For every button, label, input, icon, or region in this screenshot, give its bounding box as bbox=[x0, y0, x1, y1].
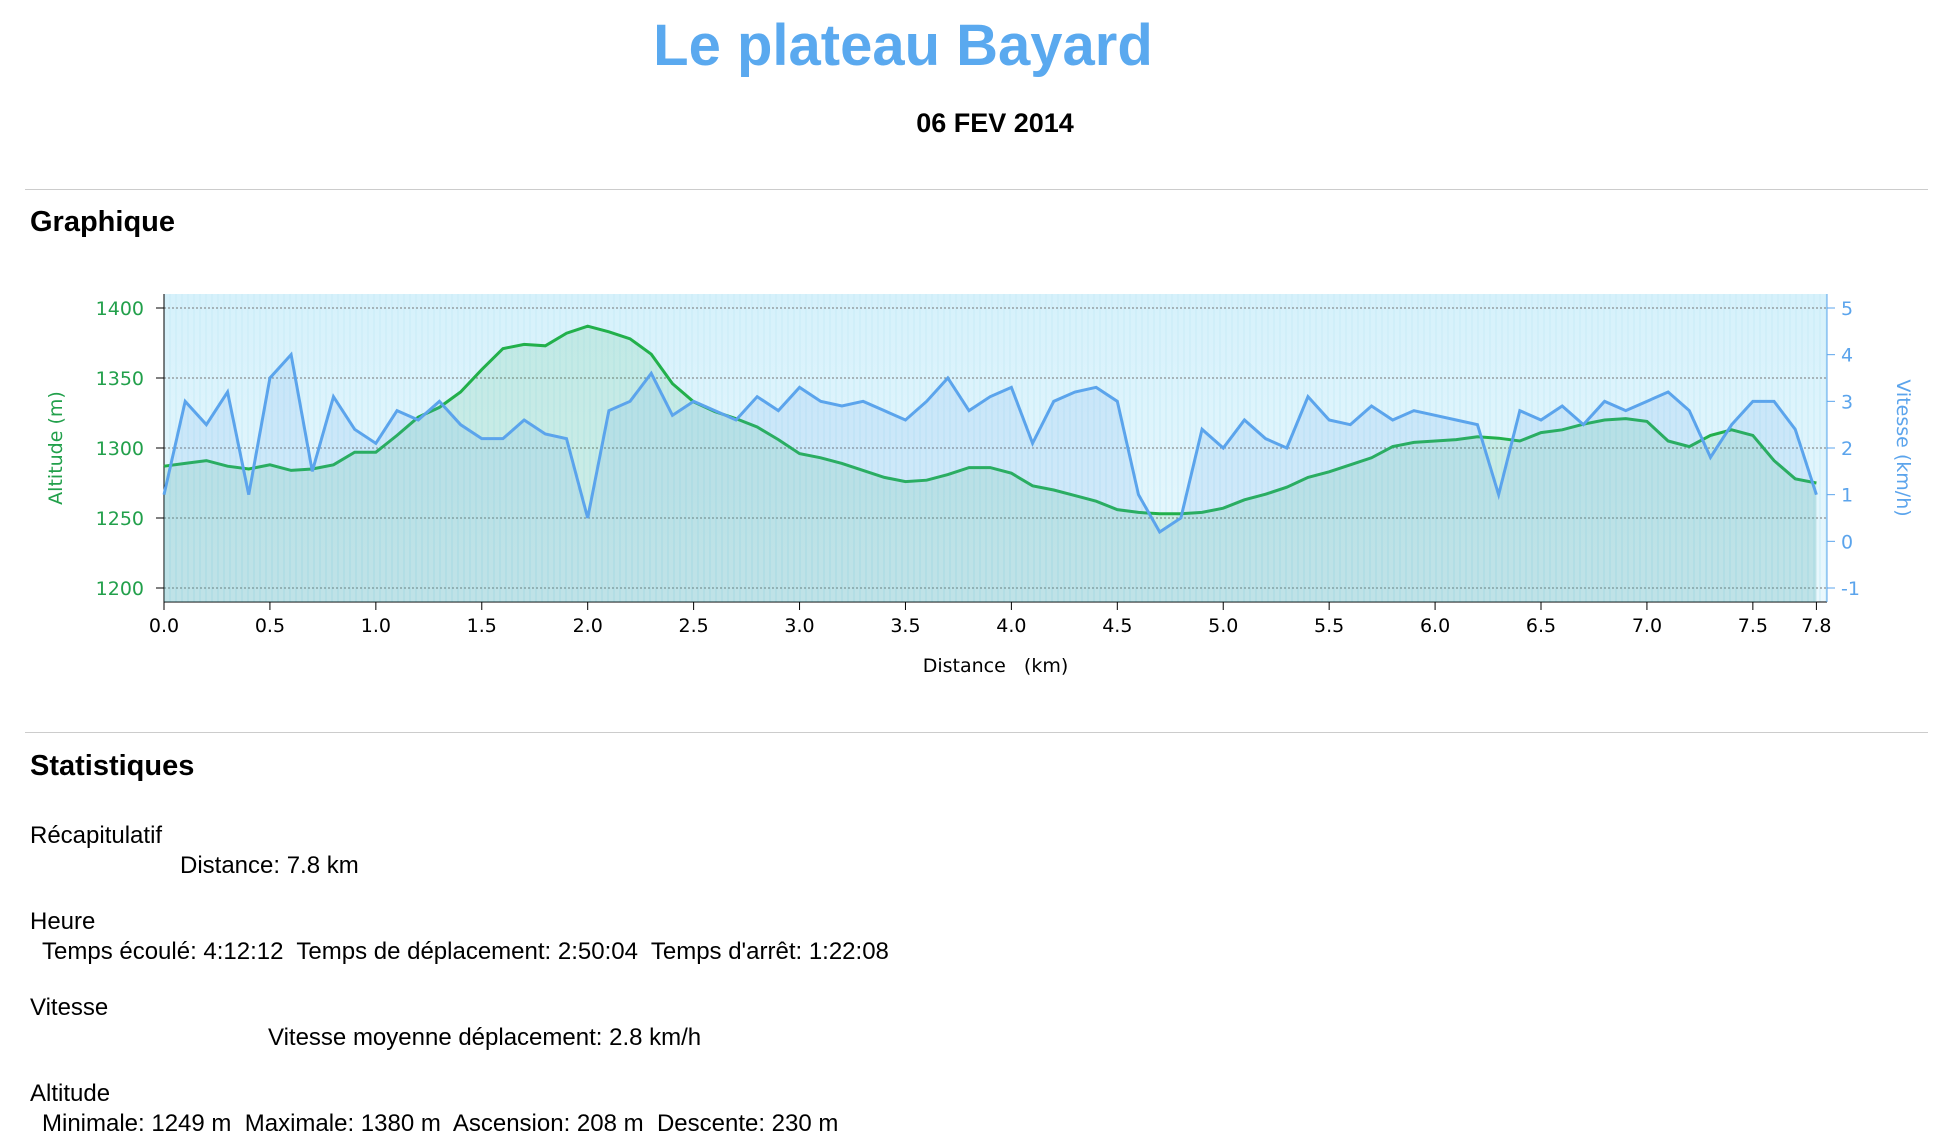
x-tick-label: 7.8 bbox=[1801, 615, 1831, 637]
section-title: Statistiques bbox=[30, 750, 195, 782]
date: 06 FEV 2014 bbox=[916, 108, 1074, 138]
y2-tick-label: 0 bbox=[1841, 531, 1853, 553]
stat-line: Distance: 7.8 km bbox=[180, 852, 359, 879]
series-line bbox=[163, 324, 1817, 516]
x-tick-label: 4.5 bbox=[1102, 615, 1132, 637]
chart: 1200 1250 1300 1350 1400 -1 0 1 2 3 4 5 0.0 0.5 1.0 1.5… bbox=[45, 294, 1914, 677]
divider bbox=[25, 189, 1928, 190]
series-area bbox=[164, 326, 1817, 602]
x-tick-label: 7.0 bbox=[1632, 615, 1662, 637]
stat-heading: Vitesse bbox=[30, 994, 109, 1021]
stat-heading: Altitude bbox=[30, 1080, 111, 1107]
x-tick-label: 0.0 bbox=[149, 615, 179, 637]
x-tick-label: 0.5 bbox=[255, 615, 285, 637]
y-tick-label: 1250 bbox=[96, 508, 144, 530]
y2-tick-label: -1 bbox=[1841, 578, 1860, 600]
x-tick-label: 6.5 bbox=[1526, 615, 1556, 637]
x-tick-label: 1.5 bbox=[467, 615, 497, 637]
y-axis-label: Altitude (m) bbox=[45, 391, 67, 505]
x-tick-label: 6.0 bbox=[1420, 615, 1450, 637]
x-tick-label: 5.0 bbox=[1208, 615, 1238, 637]
x-tick-label: 1.0 bbox=[361, 615, 391, 637]
stat-line: Minimale: 1249 m Maximale: 1380 m Ascens… bbox=[42, 1110, 839, 1137]
y-tick-label: 1300 bbox=[96, 438, 144, 460]
series-line bbox=[162, 351, 1818, 535]
x-tick-label: 3.0 bbox=[784, 615, 814, 637]
stat-heading: Heure bbox=[30, 908, 96, 935]
x-tick-label: 2.5 bbox=[679, 615, 709, 637]
y2-tick-label: 5 bbox=[1841, 298, 1853, 320]
y-tick-label: 1400 bbox=[96, 298, 144, 320]
stat-line: Vitesse moyenne déplacement: 2.8 km/h bbox=[268, 1024, 702, 1051]
x-tick-label: 4.0 bbox=[996, 615, 1026, 637]
page-title: Le plateau Bayard bbox=[653, 13, 1153, 78]
y2-tick-label: 4 bbox=[1841, 345, 1853, 367]
stat-heading: Récapitulatif bbox=[30, 822, 163, 849]
stat-line: Temps écoulé: 4:12:12 Temps de déplaceme… bbox=[42, 938, 889, 965]
y2-axis-label: Vitesse (km/h) bbox=[1892, 379, 1914, 516]
x-axis-label: Distance (km) bbox=[923, 655, 1069, 677]
x-tick-label: 5.5 bbox=[1314, 615, 1344, 637]
x-tick-label: 3.5 bbox=[890, 615, 920, 637]
y2-tick-label: 1 bbox=[1841, 485, 1853, 507]
section-title: Graphique bbox=[30, 206, 176, 238]
y-tick-label: 1350 bbox=[96, 368, 144, 390]
divider bbox=[25, 732, 1928, 733]
x-tick-label: 7.5 bbox=[1738, 615, 1768, 637]
y-tick-label: 1200 bbox=[96, 578, 144, 600]
y2-tick-label: 2 bbox=[1841, 438, 1853, 460]
y2-tick-label: 3 bbox=[1841, 391, 1853, 413]
x-tick-label: 2.0 bbox=[573, 615, 603, 637]
